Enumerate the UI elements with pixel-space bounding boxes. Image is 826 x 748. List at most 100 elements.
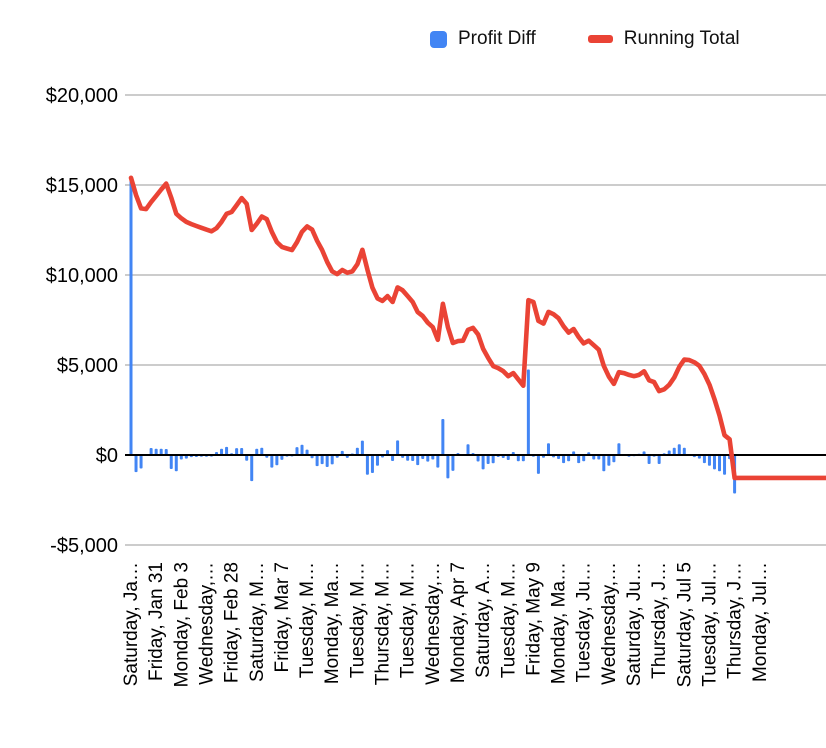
bar[interactable] bbox=[159, 448, 163, 455]
bar[interactable] bbox=[466, 444, 470, 455]
bar[interactable] bbox=[134, 455, 138, 473]
x-tick-label: Monday, Ma… bbox=[322, 562, 343, 684]
bar[interactable] bbox=[577, 455, 581, 464]
bar[interactable] bbox=[491, 455, 495, 464]
legend-label-profit-diff: Profit Diff bbox=[458, 28, 536, 49]
bar[interactable] bbox=[567, 455, 571, 462]
bar[interactable] bbox=[355, 447, 359, 455]
bar[interactable] bbox=[667, 450, 671, 456]
x-tick-label: Monday, Feb 3 bbox=[171, 562, 192, 687]
bar[interactable] bbox=[300, 444, 304, 455]
bar[interactable] bbox=[426, 455, 430, 462]
bar[interactable] bbox=[169, 455, 173, 470]
bar[interactable] bbox=[597, 455, 601, 460]
bar[interactable] bbox=[295, 447, 299, 455]
bar[interactable] bbox=[451, 455, 455, 471]
x-tick-label: Wednesday,… bbox=[423, 562, 444, 685]
bar[interactable] bbox=[270, 455, 274, 468]
bar[interactable] bbox=[411, 455, 415, 461]
bar[interactable] bbox=[260, 447, 264, 455]
bar[interactable] bbox=[396, 440, 400, 455]
bar[interactable] bbox=[360, 440, 364, 455]
bar[interactable] bbox=[315, 455, 319, 467]
bar[interactable] bbox=[562, 455, 566, 464]
bar[interactable] bbox=[672, 447, 676, 455]
bar[interactable] bbox=[718, 455, 722, 472]
bar[interactable] bbox=[516, 455, 520, 462]
bar[interactable] bbox=[305, 449, 309, 455]
x-tick-label: Tuesday, M… bbox=[347, 562, 368, 678]
bar[interactable] bbox=[174, 455, 178, 472]
legend: Profit Diff Running Total bbox=[430, 28, 740, 50]
bar[interactable] bbox=[647, 455, 651, 464]
bar[interactable] bbox=[375, 455, 379, 466]
x-tick-label: Saturday, Ju… bbox=[624, 562, 645, 686]
bar[interactable] bbox=[592, 455, 596, 460]
x-tick-label: Wednesday,… bbox=[599, 562, 620, 685]
bar[interactable] bbox=[164, 449, 168, 455]
bar[interactable] bbox=[220, 448, 224, 455]
bar[interactable] bbox=[521, 455, 525, 462]
bar[interactable] bbox=[476, 455, 480, 462]
bar[interactable] bbox=[391, 455, 395, 461]
bar[interactable] bbox=[330, 455, 334, 465]
bar[interactable] bbox=[702, 455, 706, 464]
x-tick-label: Thursday, J… bbox=[725, 562, 746, 679]
bar[interactable] bbox=[506, 455, 510, 461]
bar[interactable] bbox=[179, 455, 183, 460]
bar[interactable] bbox=[436, 455, 440, 468]
bar[interactable] bbox=[340, 450, 344, 455]
bar[interactable] bbox=[154, 448, 158, 455]
bar[interactable] bbox=[325, 455, 329, 468]
x-tick-label: Saturday, Jul 5 bbox=[674, 562, 695, 687]
x-tick-label: Tuesday, M… bbox=[297, 562, 318, 678]
bar[interactable] bbox=[129, 177, 133, 456]
bar[interactable] bbox=[582, 455, 586, 462]
y-tick-label: $10,000 bbox=[46, 265, 118, 287]
bar[interactable] bbox=[677, 444, 681, 455]
bar[interactable] bbox=[250, 455, 254, 482]
bar[interactable] bbox=[481, 455, 485, 470]
bar[interactable] bbox=[526, 369, 530, 456]
bar[interactable] bbox=[607, 455, 611, 466]
bar[interactable] bbox=[139, 455, 143, 469]
x-tick-label: Friday, Mar 7 bbox=[272, 562, 293, 673]
bar[interactable] bbox=[446, 455, 450, 479]
bar[interactable] bbox=[546, 443, 550, 455]
running-total-line[interactable] bbox=[128, 175, 826, 481]
bar[interactable] bbox=[240, 447, 244, 455]
bar[interactable] bbox=[536, 455, 540, 474]
bar[interactable] bbox=[431, 455, 435, 460]
x-tick-label: Friday, Jan 31 bbox=[146, 562, 167, 681]
bar[interactable] bbox=[149, 447, 153, 455]
running-total-swatch-icon bbox=[587, 35, 613, 43]
bar[interactable] bbox=[441, 419, 445, 455]
bar[interactable] bbox=[657, 455, 661, 464]
bar[interactable] bbox=[386, 450, 390, 455]
x-axis-labels: Saturday, Ja… Friday, Jan 31 Monday, Feb 3… bbox=[121, 562, 771, 687]
bar[interactable] bbox=[370, 455, 374, 473]
x-tick-label: Saturday, Ja… bbox=[121, 562, 142, 686]
bar[interactable] bbox=[486, 455, 490, 464]
bar[interactable] bbox=[280, 455, 284, 460]
bar[interactable] bbox=[225, 446, 229, 455]
bar[interactable] bbox=[617, 443, 621, 455]
y-tick-label: $5,000 bbox=[57, 355, 118, 377]
bar[interactable] bbox=[320, 455, 324, 465]
bar[interactable] bbox=[275, 455, 279, 466]
bar[interactable] bbox=[707, 455, 711, 466]
legend-item-running-total[interactable]: Running Total bbox=[587, 28, 740, 50]
bar[interactable] bbox=[406, 455, 410, 461]
bar[interactable] bbox=[416, 455, 420, 466]
bar[interactable] bbox=[612, 455, 616, 463]
bar[interactable] bbox=[682, 447, 686, 455]
bar[interactable] bbox=[712, 455, 716, 470]
bar[interactable] bbox=[255, 448, 259, 455]
bar[interactable] bbox=[245, 455, 249, 461]
legend-item-profit-diff[interactable]: Profit Diff bbox=[430, 28, 536, 50]
x-tick-label: Friday, Feb 28 bbox=[222, 562, 243, 683]
bar[interactable] bbox=[602, 455, 606, 472]
bar[interactable] bbox=[365, 455, 369, 475]
bar[interactable] bbox=[723, 455, 727, 475]
bar[interactable] bbox=[235, 448, 239, 455]
